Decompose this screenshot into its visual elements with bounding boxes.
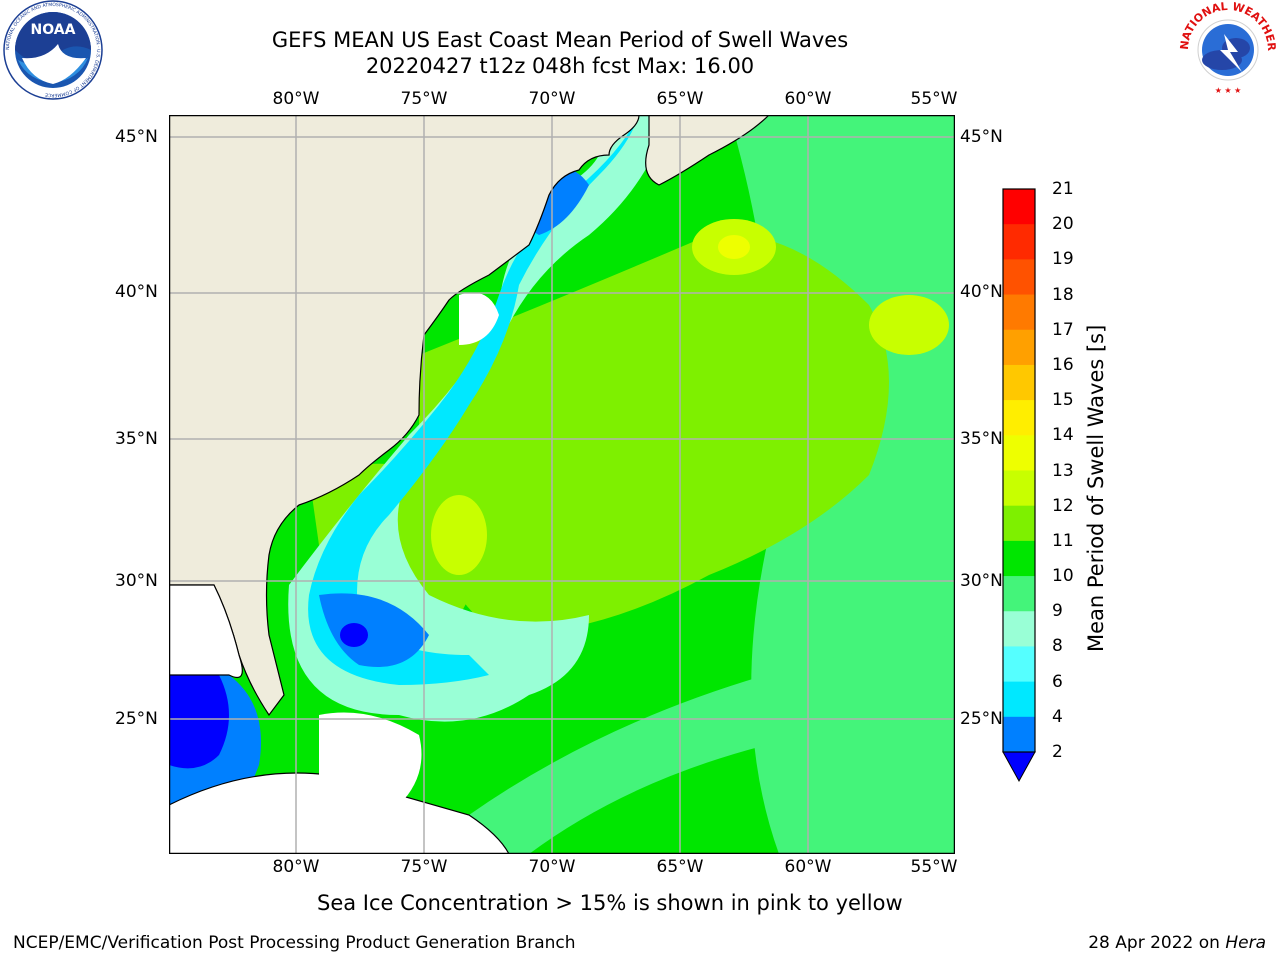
- map-frame: [169, 115, 955, 854]
- lon-label-top-60w: 60°W: [784, 89, 832, 109]
- sea-ice-note: Sea Ice Concentration > 15% is shown in …: [317, 891, 903, 915]
- period-zone-10s-south: [469, 635, 955, 854]
- footer-left: NCEP/EMC/Verification Post Processing Pr…: [13, 933, 576, 953]
- lat-label-left-40n: 40°N: [115, 282, 158, 302]
- colorbar-cell-12: [1003, 611, 1035, 647]
- gulf-region: [169, 584, 243, 679]
- colorbar-tick-14: 14: [1052, 425, 1074, 446]
- colorbar-label: Mean Period of Swell Waves [s]: [1084, 324, 1108, 652]
- chart-title-line1: GEFS MEAN US East Coast Mean Period of S…: [271, 28, 849, 52]
- colorbar-cell-6: [1003, 400, 1035, 436]
- colorbar-tick-17: 17: [1052, 319, 1074, 340]
- colorbar-cell-10: [1003, 540, 1035, 577]
- colorbar-frame: [1002, 188, 1036, 753]
- lon-label-top-55w: 55°W: [910, 89, 958, 109]
- colorbar-tick-10: 10: [1052, 566, 1074, 587]
- lat-label-left-35n: 35°N: [115, 429, 158, 449]
- noaa-logo: NOAA NATIONAL OCEANIC AND ATMOSPHERIC AD…: [3, 0, 103, 100]
- lon-label-bottom-80w: 80°W: [272, 857, 320, 877]
- colorbar-cell-13: [1003, 646, 1035, 683]
- period-max-center: [718, 235, 750, 259]
- lon-label-bottom-75w: 75°W: [400, 857, 448, 877]
- period-zone-13s-east: [869, 295, 949, 355]
- colorbar-tick-20: 20: [1052, 214, 1074, 235]
- coastal-band-9s: [288, 115, 669, 722]
- period-zone-12s: [419, 233, 889, 635]
- colorbar-tick-18: 18: [1052, 284, 1074, 305]
- colorbar-cell-5: [1003, 364, 1035, 401]
- colorbar-cell-0: [1003, 189, 1035, 225]
- chart-title-line2: 20220427 t12z 048h fcst Max: 16.00: [365, 54, 755, 78]
- lat-label-right-35n: 35°N: [960, 429, 1003, 449]
- lat-label-left-30n: 30°N: [115, 571, 158, 591]
- lat-label-right-25n: 25°N: [960, 709, 1003, 729]
- colorbar-extend-arrow: [1002, 751, 1036, 783]
- colorbar-cell-11: [1003, 576, 1035, 612]
- lon-label-bottom-65w: 65°W: [656, 857, 704, 877]
- colorbar-tick-13: 13: [1052, 460, 1074, 481]
- footer-right: 28 Apr 2022 on Hera: [1088, 933, 1266, 953]
- colorbar-tick-8: 8: [1052, 636, 1063, 657]
- swell-period-map: [169, 115, 955, 854]
- footer-host: Hera: [1225, 933, 1266, 953]
- nova-scotia-land: [645, 115, 770, 186]
- lon-label-bottom-55w: 55°W: [910, 857, 958, 877]
- lon-label-top-75w: 75°W: [400, 89, 448, 109]
- colorbar-tick-12: 12: [1052, 495, 1074, 516]
- colorbar-tick-9: 9: [1052, 601, 1063, 622]
- colorbar-tick-2: 2: [1052, 742, 1063, 762]
- lon-label-bottom-60w: 60°W: [784, 857, 832, 877]
- lon-label-top-80w: 80°W: [272, 89, 320, 109]
- colorbar-cell-8: [1003, 470, 1035, 507]
- colorbar-tick-21: 21: [1052, 179, 1074, 199]
- colorbar-cell-7: [1003, 435, 1035, 471]
- colorbar-cell-9: [1003, 505, 1035, 542]
- svg-text:★ ★ ★: ★ ★ ★: [1215, 86, 1242, 95]
- period-zone-13s-west: [431, 495, 487, 575]
- lat-label-left-45n: 45°N: [115, 127, 158, 147]
- colorbar-tick-11: 11: [1052, 530, 1074, 551]
- colorbar-tick-6: 6: [1052, 671, 1063, 692]
- colorbar-cell-2: [1003, 259, 1035, 296]
- lat-label-left-25n: 25°N: [115, 709, 158, 729]
- noaa-logo-text: NOAA: [31, 22, 76, 38]
- lon-label-bottom-70w: 70°W: [528, 857, 576, 877]
- colorbar-cell-1: [1003, 224, 1035, 260]
- colorbar-cell-14: [1003, 681, 1035, 718]
- colorbar-cell-4: [1003, 329, 1035, 366]
- colorbar-cell-3: [1003, 294, 1035, 331]
- colorbar-cell-15: [1003, 716, 1035, 753]
- lon-label-top-70w: 70°W: [528, 89, 576, 109]
- lat-label-right-40n: 40°N: [960, 282, 1003, 302]
- colorbar-tick-16: 16: [1052, 354, 1074, 375]
- colorbar-tick-19: 19: [1052, 249, 1074, 270]
- colorbar-tick-15: 15: [1052, 390, 1074, 411]
- bahamas-region: [319, 712, 422, 809]
- lat-label-right-30n: 30°N: [960, 571, 1003, 591]
- nws-logo: NATIONAL WEATHER SERVICE ★ ★ ★: [1176, 0, 1278, 97]
- lon-label-top-65w: 65°W: [656, 89, 704, 109]
- colorbar: [1002, 188, 1036, 783]
- footer-date: 28 Apr 2022 on: [1088, 933, 1226, 953]
- us-east-coast-land: [169, 115, 640, 717]
- graticule: [169, 115, 955, 854]
- lat-label-right-45n: 45°N: [960, 127, 1003, 147]
- colorbar-tick-4: 4: [1052, 706, 1063, 727]
